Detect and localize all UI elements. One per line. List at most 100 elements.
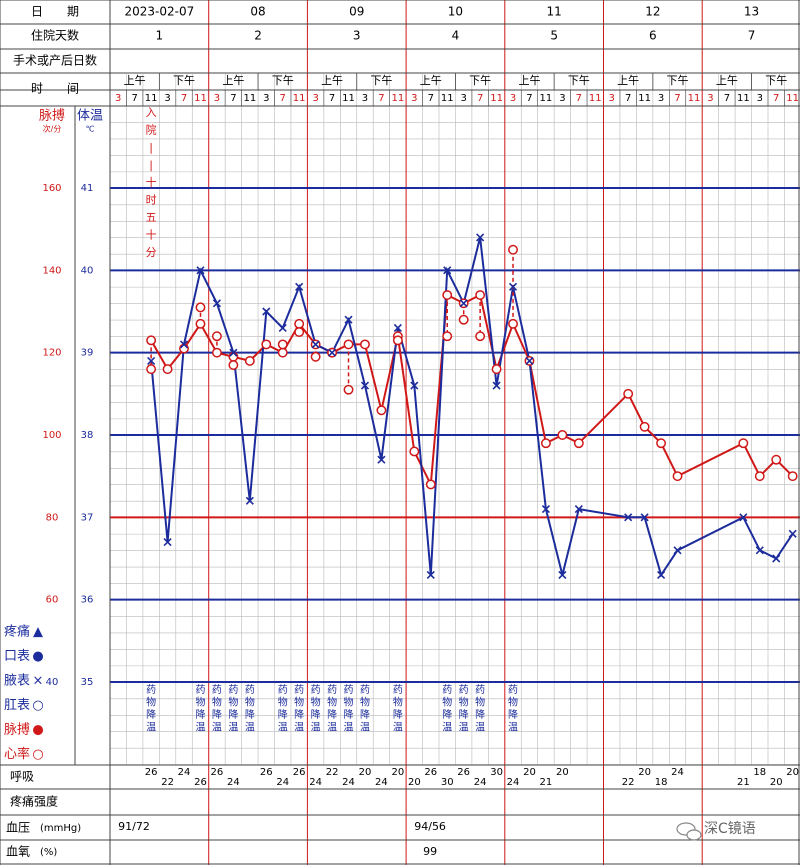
- date-label: 日 期: [31, 5, 79, 19]
- hour-label: 7: [773, 93, 779, 104]
- admission-note-char: 五: [146, 211, 157, 224]
- resp-value: 20: [786, 767, 799, 778]
- resp-value: 26: [457, 767, 470, 778]
- stay-day-cell: 6: [649, 29, 657, 43]
- hour-label: 3: [362, 93, 368, 104]
- resp-value: 20: [638, 767, 651, 778]
- stay-day-cell: 5: [550, 29, 558, 43]
- pulse-point: [771, 454, 782, 465]
- hour-label: 7: [131, 93, 137, 104]
- am-label: 上午: [321, 74, 343, 87]
- cooling-note-char: 物: [228, 696, 238, 709]
- resp-value: 21: [737, 777, 750, 788]
- cooling-note-char: 温: [360, 722, 370, 734]
- stay-day-cell: 3: [353, 29, 361, 43]
- cooling-note-char: 药: [195, 684, 205, 696]
- cooling-note-char: 药: [245, 684, 255, 696]
- bp-value: 94/56: [414, 820, 446, 833]
- date-cell: 13: [744, 5, 759, 19]
- pulse-point: [179, 343, 189, 354]
- cooled-point: [392, 335, 403, 346]
- hour-label: 7: [526, 93, 532, 104]
- hour-label: 11: [145, 93, 158, 104]
- legend-label: 心率: [4, 746, 30, 762]
- resp-value: 20: [408, 777, 421, 788]
- cooling-note-char: 降: [195, 708, 205, 721]
- pulse-point: [656, 438, 667, 449]
- cooling-note-char: 温: [393, 722, 403, 734]
- pm-label: 下午: [765, 74, 787, 87]
- legend-symbol: ×: [33, 674, 44, 689]
- cooling-note-char: 温: [212, 722, 222, 734]
- pulse-tick-label: 140: [42, 265, 61, 276]
- resp-value: 22: [622, 777, 635, 788]
- legend-label: 疼痛: [4, 624, 30, 640]
- cooling-note-char: 降: [212, 708, 222, 721]
- hour-label: 3: [559, 93, 565, 104]
- cooling-note-char: 降: [344, 708, 354, 721]
- cooling-note-char: 物: [327, 696, 337, 709]
- resp-value: 20: [770, 777, 783, 788]
- resp-value: 22: [326, 767, 339, 778]
- stay-day-cell: 1: [156, 29, 164, 43]
- axillary-temp-point: [673, 546, 682, 555]
- axillary-temp-point: [739, 513, 748, 522]
- resp-value: 18: [753, 767, 766, 778]
- cooling-note-char: 温: [228, 722, 238, 734]
- resp-value: 30: [490, 767, 503, 778]
- pulse-axis-title: 脉搏: [39, 108, 65, 124]
- pulse-point: [360, 339, 370, 350]
- cooling-note-char: 温: [344, 722, 354, 734]
- cooling-note-char: 药: [212, 684, 222, 696]
- resp-value: 20: [556, 767, 569, 778]
- axillary-temp-point: [278, 323, 287, 333]
- axillary-temp-point: [788, 529, 797, 538]
- hour-label: 11: [243, 93, 256, 104]
- pm-label: 下午: [173, 74, 195, 87]
- hour-label: 11: [737, 93, 750, 104]
- cooling-note-char: 物: [311, 696, 321, 709]
- cooling-note-char: 温: [311, 722, 321, 734]
- cooled-point: [343, 384, 354, 395]
- cooling-note-char: 物: [360, 696, 370, 709]
- date-cell: 11: [547, 5, 562, 19]
- cooled-point: [277, 339, 288, 350]
- cooling-note-char: 降: [228, 708, 238, 721]
- legend-symbol: ○: [32, 698, 43, 713]
- pulse-point: [442, 290, 453, 300]
- am-label: 上午: [518, 74, 540, 87]
- axillary-temp-point: [492, 381, 501, 390]
- pulse-tick-label: 40: [46, 677, 59, 688]
- hour-label: 7: [724, 93, 730, 104]
- hour-label: 3: [411, 93, 417, 104]
- cooling-note-char: 药: [393, 684, 403, 696]
- cooling-note-char: 温: [475, 722, 485, 734]
- cooled-point: [294, 327, 305, 338]
- cooling-note-char: 药: [442, 684, 452, 696]
- cooling-note-char: 物: [146, 696, 156, 709]
- axillary-temp-point: [360, 381, 370, 390]
- pulse-point: [557, 430, 568, 440]
- resp-value: 24: [227, 777, 240, 788]
- pulse-point: [146, 335, 157, 346]
- temp-axis-title: 体温: [77, 109, 103, 124]
- cooling-note-char: 降: [278, 708, 288, 721]
- pm-label: 下午: [667, 74, 689, 87]
- resp-value: 26: [145, 767, 158, 778]
- admission-note-char: 时: [146, 194, 157, 207]
- cooling-note-char: 降: [146, 708, 156, 721]
- hour-label: 3: [263, 93, 269, 104]
- resp-value: 26: [260, 767, 273, 778]
- cooled-point: [310, 351, 321, 362]
- resp-value: 20: [392, 767, 405, 778]
- date-cell: 09: [349, 5, 364, 19]
- axillary-temp-point: [311, 340, 320, 349]
- axillary-temp-point: [624, 513, 633, 522]
- cooling-note-char: 物: [212, 696, 222, 709]
- hour-label: 3: [214, 93, 220, 104]
- cooling-note-char: 药: [228, 684, 238, 696]
- pulse-point: [787, 471, 798, 482]
- cooled-point: [228, 360, 239, 370]
- cooled-point: [442, 331, 453, 342]
